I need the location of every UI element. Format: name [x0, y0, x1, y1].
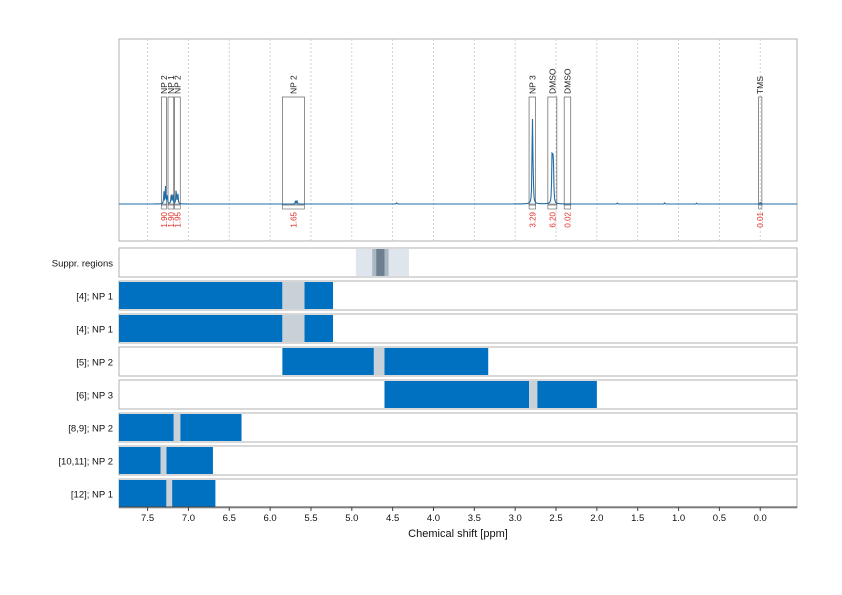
- range-bar: [304, 282, 334, 309]
- annotation-label: NP 2: [288, 75, 298, 94]
- annotation-label: NP 2: [159, 75, 169, 94]
- x-tick-label: 4.0: [427, 513, 440, 524]
- annotation-label: NP 2: [172, 75, 182, 94]
- range-bar: [537, 381, 597, 408]
- integral-box: [174, 203, 181, 210]
- integral-value: 1.65: [289, 211, 298, 227]
- integral-value: 1.95: [173, 211, 182, 227]
- range-panel-frame: [118, 478, 798, 509]
- x-tick-label: 4.5: [386, 513, 399, 524]
- range-bar: [119, 447, 161, 474]
- range-panel-label: [4]; NP 1: [76, 292, 113, 303]
- x-tick-label: 1.5: [631, 513, 644, 524]
- integral-value: 3.29: [528, 211, 537, 227]
- integral-box: [528, 203, 536, 210]
- annotation-label: NP 1: [166, 75, 176, 94]
- suppression-region-center: [376, 249, 385, 276]
- x-tick-label: 6.5: [223, 513, 236, 524]
- x-tick-label: 6.0: [264, 513, 277, 524]
- x-tick-label: 5.0: [345, 513, 358, 524]
- integral-value: 0.01: [756, 211, 765, 227]
- integral-box: [547, 203, 558, 210]
- x-tick-label: 5.5: [304, 513, 317, 524]
- range-gap: [282, 315, 305, 342]
- annotation-box: [563, 96, 572, 206]
- range-gap: [160, 447, 167, 474]
- annotation-box: [528, 96, 536, 206]
- range-panel-label: [10,11]; NP 2: [58, 457, 113, 468]
- range-bar: [119, 315, 283, 342]
- integral-value: 0.02: [563, 211, 572, 227]
- range-bar: [172, 480, 216, 507]
- x-tick-label: 3.0: [509, 513, 522, 524]
- range-bar: [119, 480, 167, 507]
- range-panel-label: Suppr. regions: [52, 259, 114, 270]
- x-tick-label: 0.5: [713, 513, 726, 524]
- range-panel-label: [6]; NP 3: [76, 391, 113, 402]
- range-panel-label: [12]; NP 1: [71, 490, 113, 501]
- range-bar: [119, 414, 174, 441]
- x-tick-label: 1.0: [672, 513, 685, 524]
- x-tick-label: 0.0: [754, 513, 767, 524]
- annotation-label: NP 3: [527, 75, 537, 94]
- range-panel-frame: [118, 247, 798, 278]
- x-tick-label: 2.0: [590, 513, 603, 524]
- x-tick-label: 2.5: [549, 513, 562, 524]
- x-axis-title: Chemical shift [ppm]: [408, 528, 508, 540]
- integral-box: [758, 203, 763, 210]
- integral-box: [161, 203, 167, 210]
- annotation-label: DMSO: [562, 68, 572, 94]
- range-panel-label: [5]; NP 2: [76, 358, 113, 369]
- annotation-box: [282, 96, 305, 206]
- range-bar: [119, 282, 283, 309]
- x-tick-label: 7.5: [141, 513, 154, 524]
- annotation-box: [167, 96, 175, 206]
- range-gap: [373, 348, 385, 375]
- range-gap: [166, 480, 173, 507]
- integral-value: 6.20: [548, 211, 557, 227]
- range-bar: [304, 315, 334, 342]
- range-gap: [173, 414, 181, 441]
- range-bar: [166, 447, 213, 474]
- annotation-label: TMS: [755, 76, 765, 94]
- range-bar: [180, 414, 242, 441]
- annotation-label: DMSO: [547, 68, 557, 94]
- annotation-box: [758, 96, 763, 206]
- annotation-box: [547, 96, 558, 206]
- integral-box: [167, 203, 175, 210]
- range-bar: [384, 348, 489, 375]
- spectrum-panel-frame: [118, 38, 798, 242]
- integral-value: 1.90: [160, 211, 169, 227]
- range-panel-label: [8,9]; NP 2: [68, 424, 113, 435]
- range-gap: [282, 282, 305, 309]
- spectrum-line: [119, 118, 797, 205]
- x-tick-label: 7.0: [182, 513, 195, 524]
- x-tick-label: 3.5: [468, 513, 481, 524]
- range-panel-label: [4]; NP 1: [76, 325, 113, 336]
- range-panel-frame: [118, 445, 798, 476]
- range-bar: [282, 348, 374, 375]
- annotation-box: [161, 96, 167, 206]
- integral-value: 1.90: [167, 211, 176, 227]
- range-bar: [384, 381, 530, 408]
- range-gap: [529, 381, 538, 408]
- annotation-box: [174, 96, 181, 206]
